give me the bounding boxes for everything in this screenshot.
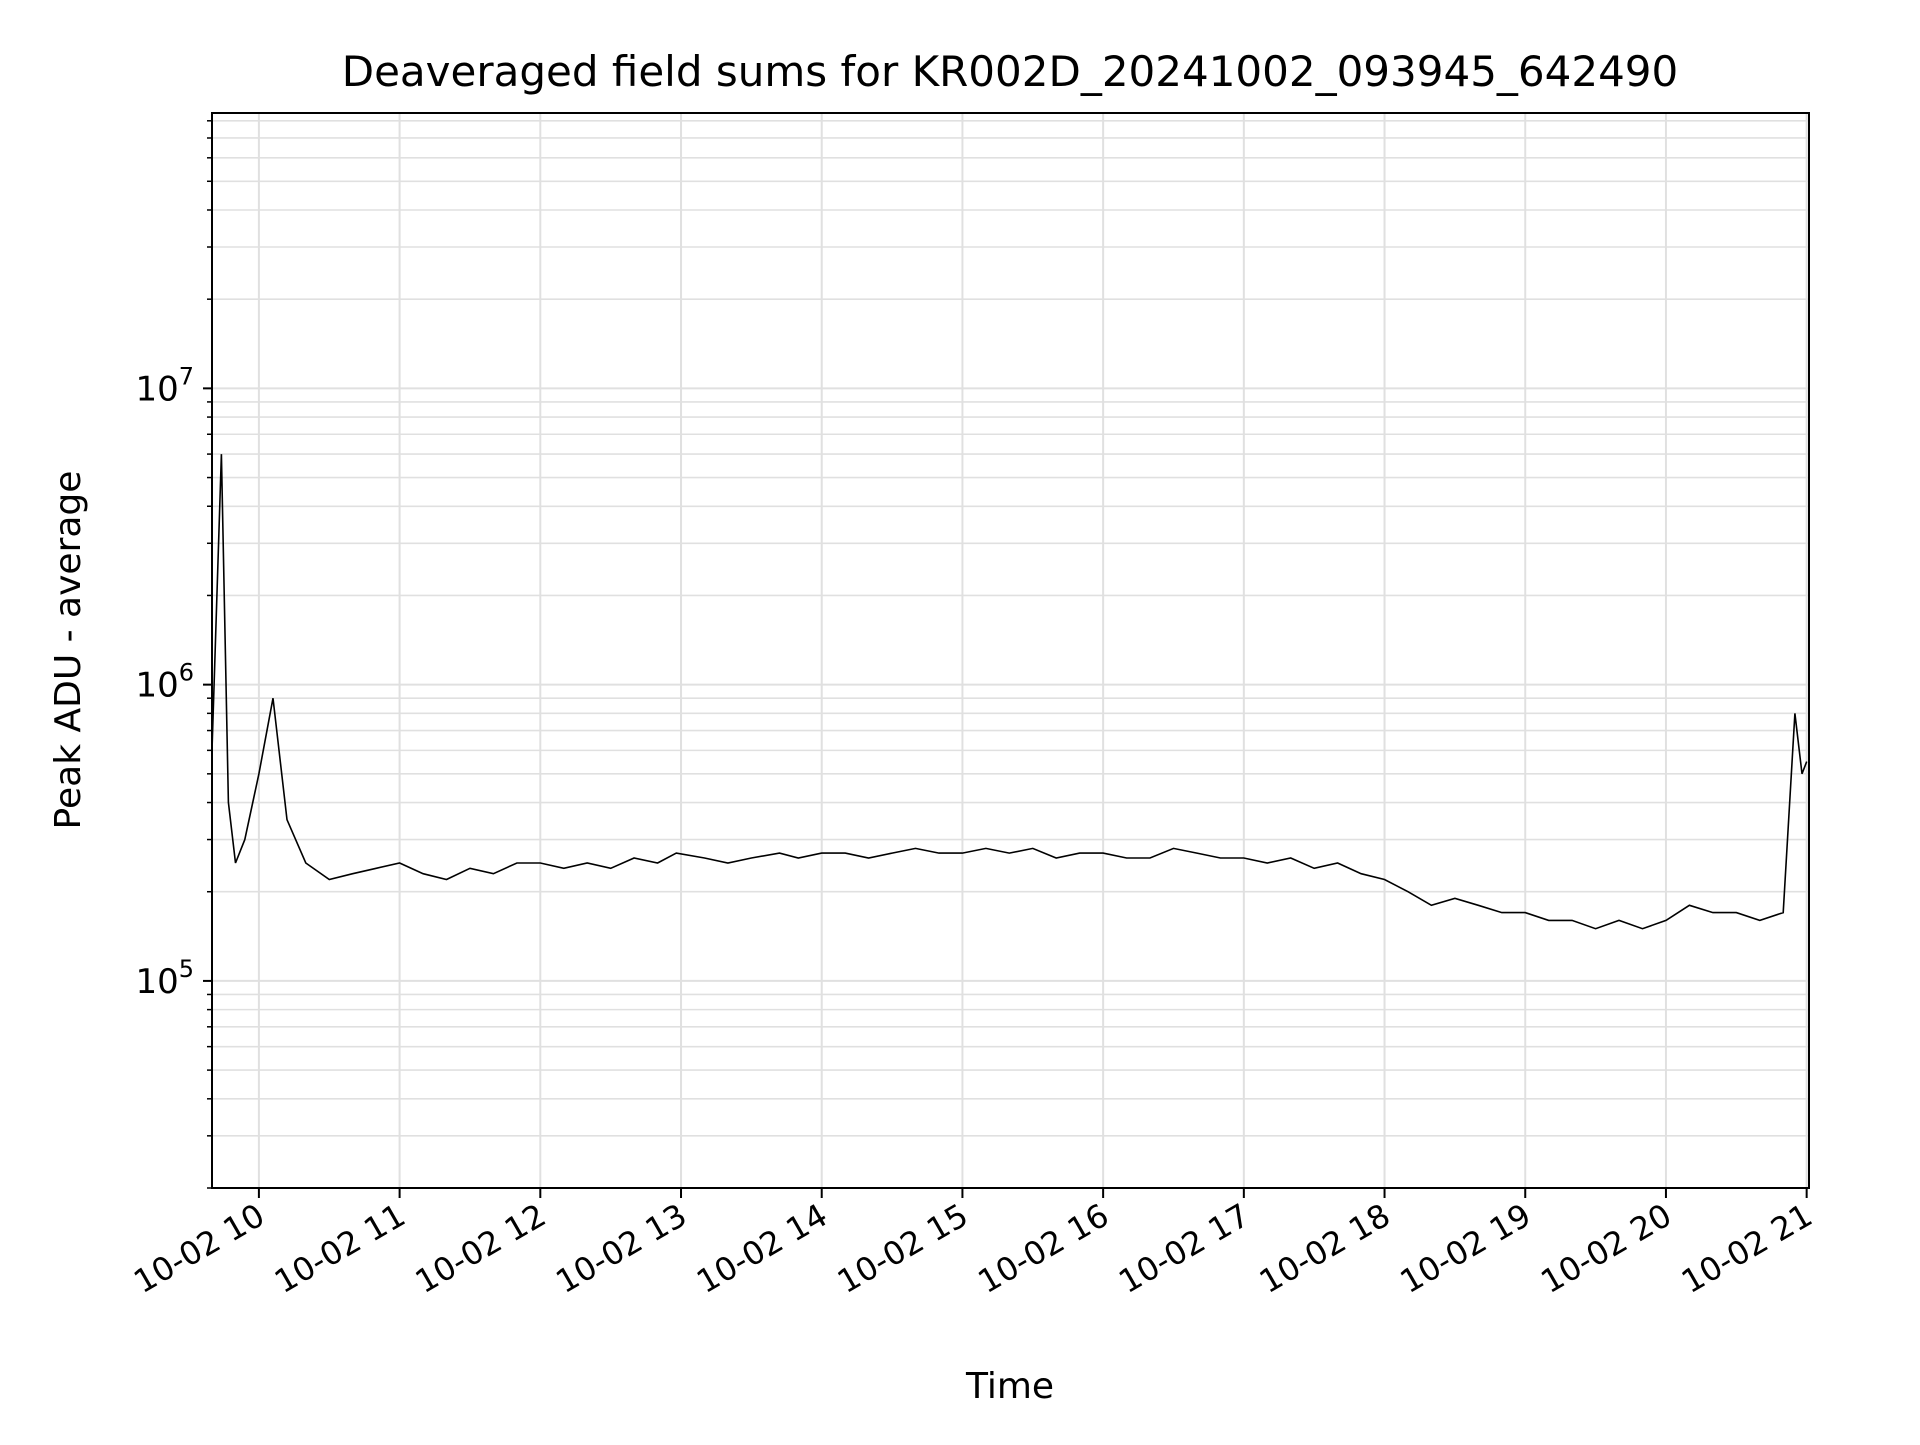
y-axis-label: Peak ADU - average [48, 471, 89, 830]
series-layer [211, 454, 1808, 930]
y-tick-label-base: 10 [135, 369, 178, 409]
y-tick-label: 105 [135, 955, 194, 1002]
grid-layer [212, 113, 1809, 1189]
y-tick-label-exponent: 7 [179, 362, 194, 390]
y-tick-label-base: 10 [135, 666, 178, 706]
y-tick-label: 106 [135, 659, 194, 706]
y-tick-label-exponent: 5 [179, 955, 194, 983]
x-axis-label: Time [965, 1366, 1054, 1407]
chart-title: Deaveraged field sums for KR002D_2024100… [342, 47, 1679, 96]
y-tick-label: 107 [135, 362, 194, 409]
y-tick-label-base: 10 [135, 962, 178, 1002]
plot-frame [211, 112, 1810, 1189]
y-tick-label-exponent: 6 [179, 659, 194, 687]
data-series-line [211, 454, 1808, 930]
